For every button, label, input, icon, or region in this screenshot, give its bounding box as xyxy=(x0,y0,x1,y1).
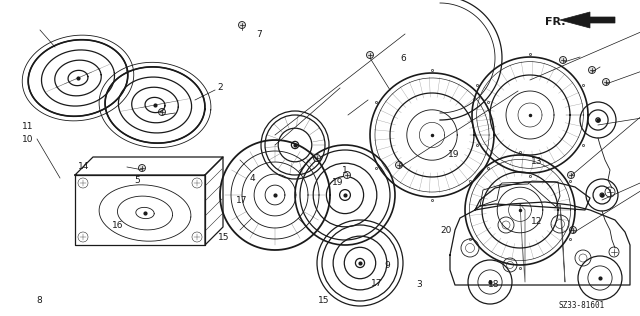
Text: 12: 12 xyxy=(531,217,543,226)
Text: 17: 17 xyxy=(236,196,247,205)
Text: 13: 13 xyxy=(531,157,543,166)
Text: 11: 11 xyxy=(22,122,34,131)
Circle shape xyxy=(396,161,403,168)
Circle shape xyxy=(559,57,566,64)
Text: 3: 3 xyxy=(416,280,422,289)
Text: 20: 20 xyxy=(440,226,452,235)
Text: 8: 8 xyxy=(37,296,42,305)
Text: 10: 10 xyxy=(22,135,34,143)
Text: 16: 16 xyxy=(112,222,124,230)
Text: 4: 4 xyxy=(250,174,255,183)
Text: 7: 7 xyxy=(257,30,262,39)
Text: 6: 6 xyxy=(401,54,406,63)
Polygon shape xyxy=(560,12,615,28)
Text: 2: 2 xyxy=(218,83,223,92)
Circle shape xyxy=(159,108,166,116)
Text: SZ33-81601: SZ33-81601 xyxy=(559,301,605,309)
Text: 1: 1 xyxy=(342,166,348,174)
Text: 15: 15 xyxy=(218,233,229,241)
Text: 9: 9 xyxy=(384,261,390,270)
Circle shape xyxy=(367,52,374,58)
Circle shape xyxy=(314,155,321,161)
Text: FR.: FR. xyxy=(545,17,566,27)
Circle shape xyxy=(239,21,246,28)
Text: 14: 14 xyxy=(78,162,90,171)
Text: 18: 18 xyxy=(488,280,499,289)
Circle shape xyxy=(344,172,351,179)
Circle shape xyxy=(602,78,609,86)
Text: 19: 19 xyxy=(332,178,343,187)
Text: 5: 5 xyxy=(134,176,140,185)
Text: 15: 15 xyxy=(318,296,330,305)
Text: 17: 17 xyxy=(371,279,383,288)
Circle shape xyxy=(568,172,575,179)
Text: 19: 19 xyxy=(448,150,460,159)
Circle shape xyxy=(589,66,595,74)
Circle shape xyxy=(138,165,145,172)
Circle shape xyxy=(570,227,577,234)
